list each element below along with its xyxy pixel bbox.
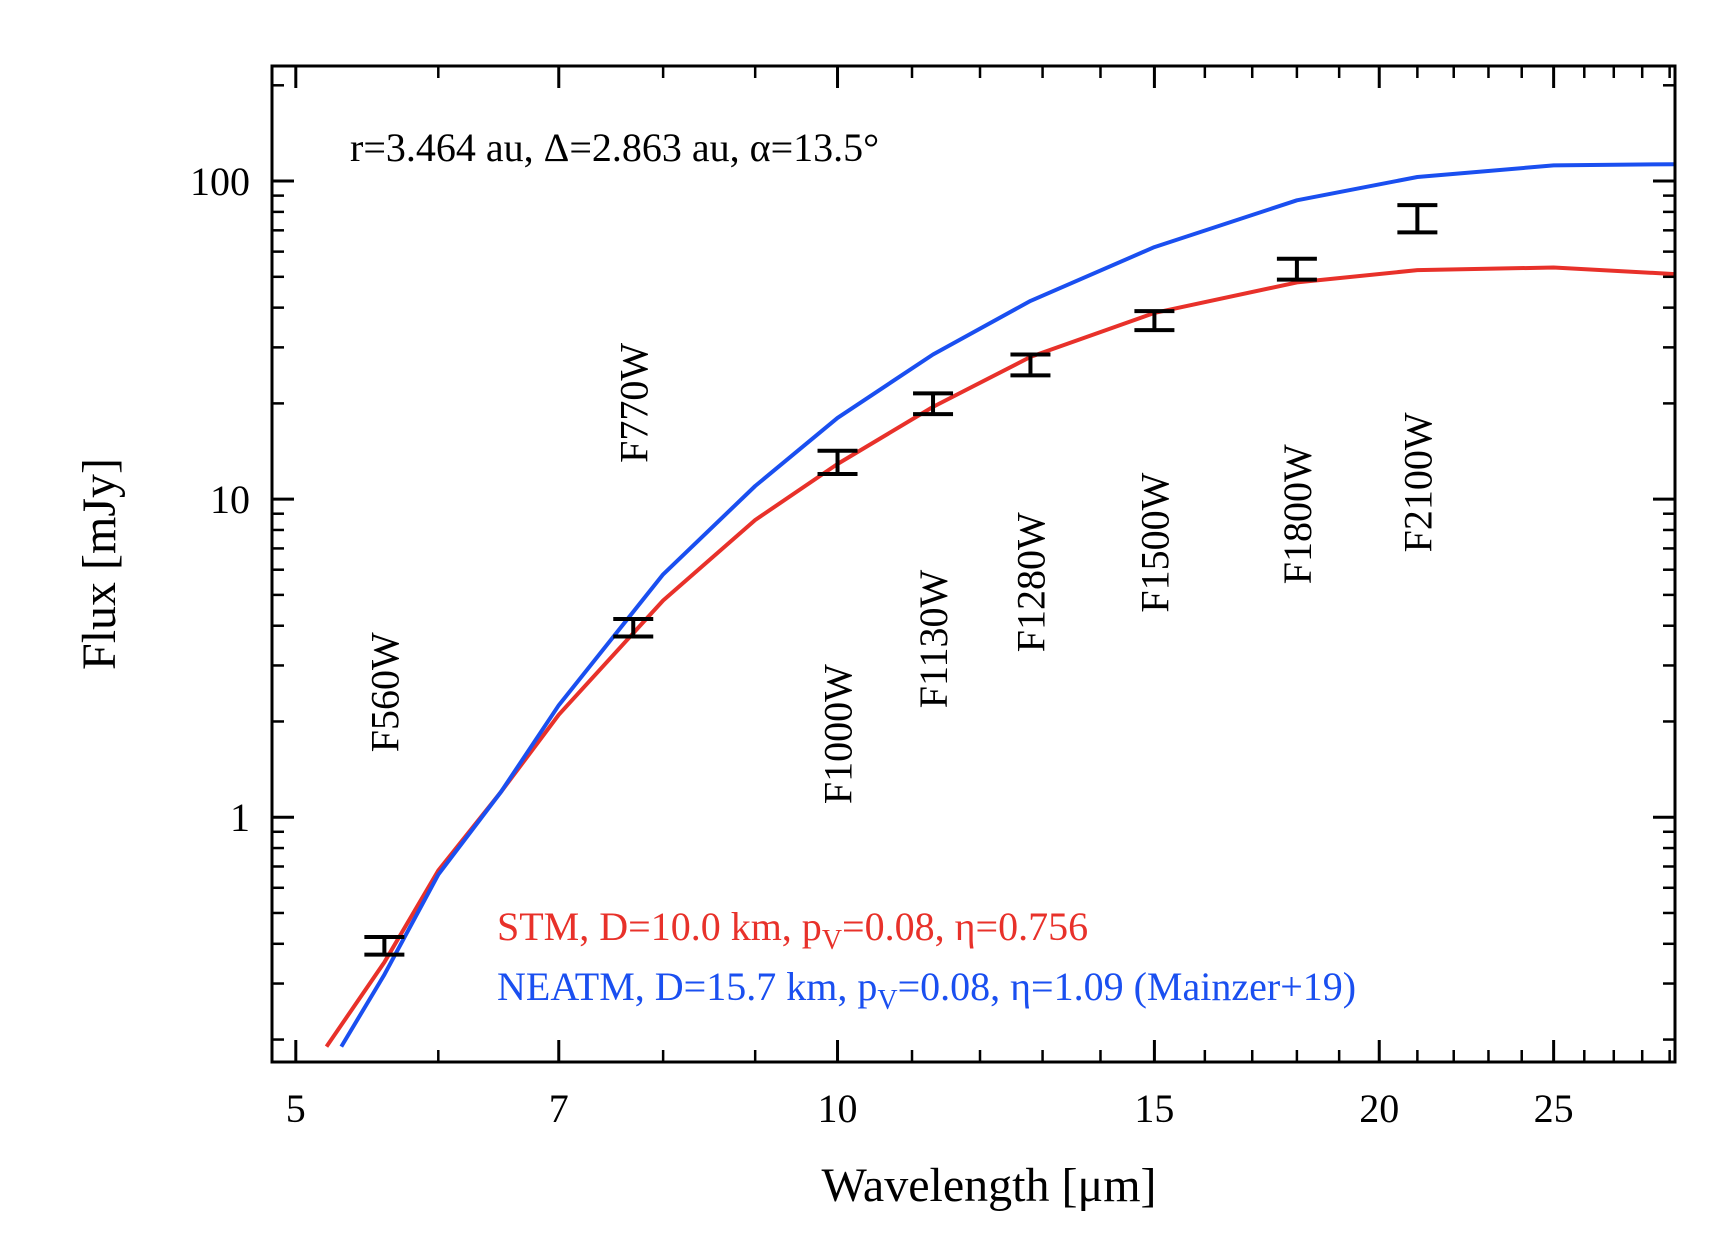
errorbar-f1000w [817,448,858,476]
errorbar-f1800w [1276,256,1317,282]
legend-stm-main: STM, D=10.0 km, p [497,904,822,949]
legend-neatm-sub: V [877,985,897,1016]
filter-labels: F560W F770W F1000W F1130W F1280W F1500W F1800W… [362,343,1440,804]
filter-label-f1800w: F1800W [1275,444,1320,584]
x-tick-label: 25 [1534,1086,1574,1131]
x-tick-label: 5 [286,1086,306,1131]
tick-labels: 5 7 10 15 20 25 1 10 100 [190,159,1574,1131]
x-tick-label: 20 [1359,1086,1399,1131]
y-tick-label: 100 [190,159,250,204]
errorbar-f770w [613,616,654,639]
x-axis-title: Wavelength [μm] [821,1159,1156,1212]
measurement-errorbars [364,203,1438,957]
series-line-neatm [339,162,1675,1048]
legend-stm: STM, D=10.0 km, pV=0.08, η=0.756 [497,904,1088,956]
errorbar-f2100w [1397,203,1438,235]
errorbar-f560w [364,935,405,957]
filter-label-f770w: F770W [611,343,656,463]
filter-label-f1280w: F1280W [1009,512,1054,652]
legend-neatm: NEATM, D=15.7 km, pV=0.08, η=1.09 (Mainz… [497,964,1356,1016]
y-tick-label: 10 [210,477,250,522]
legend-neatm-rest: =0.08, η=1.09 (Mainzer+19) [898,964,1357,1009]
errorbar-f1130w [913,391,954,417]
x-tick-label: 10 [818,1086,858,1131]
axis-ticks [272,66,1675,1062]
legend-stm-rest: =0.08, η=0.756 [842,904,1088,949]
x-tick-label: 7 [549,1086,569,1131]
x-tick-label: 15 [1134,1086,1174,1131]
errorbar-f1280w [1010,352,1051,378]
y-axis-title: Flux [mJy] [73,458,126,670]
plot-frame [270,64,1677,1064]
observing-geometry-annotation: r=3.464 au, Δ=2.863 au, α=13.5° [350,125,879,170]
filter-label-f1000w: F1000W [816,664,861,804]
errorbar-f1500w [1134,309,1175,333]
filter-label-f1130w: F1130W [911,570,956,709]
y-tick-label: 1 [230,795,250,840]
filter-label-f2100w: F2100W [1395,412,1440,552]
filter-label-f1500w: F1500W [1132,472,1177,612]
filter-label-f560w: F560W [362,632,407,752]
legend-stm-sub: V [822,925,842,956]
legend-neatm-main: NEATM, D=15.7 km, p [497,964,877,1009]
